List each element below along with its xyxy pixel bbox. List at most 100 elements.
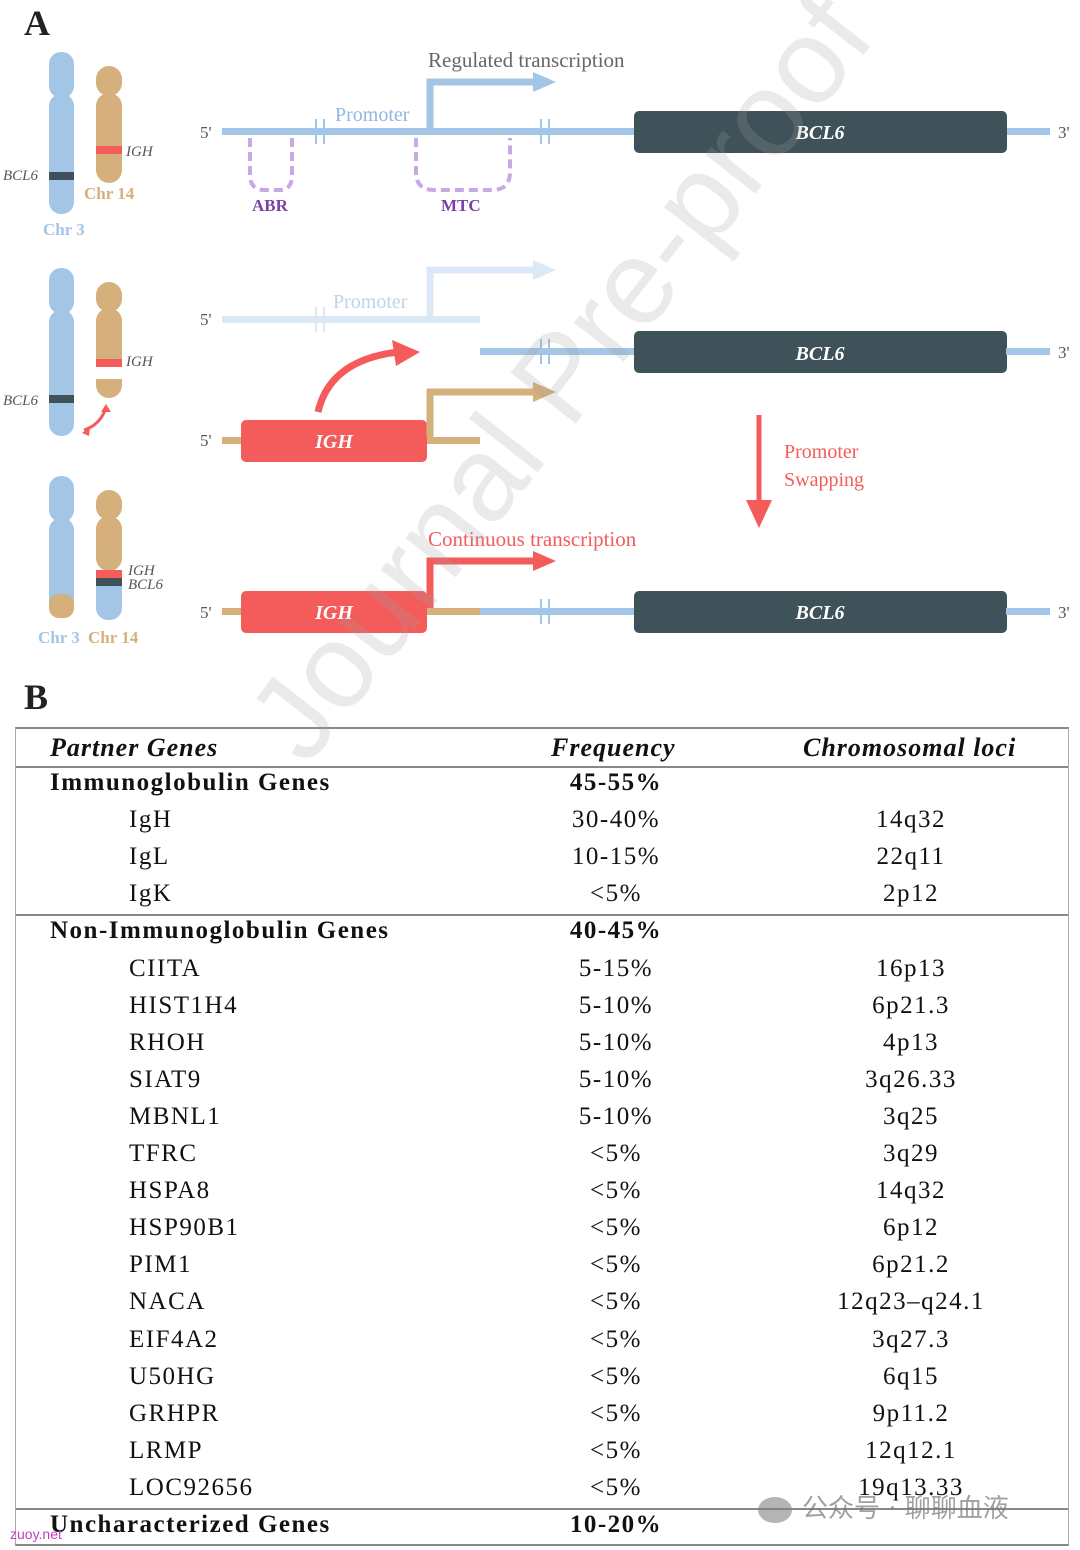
gene-frequency: <5% [590,1473,642,1501]
gene-loci: 2p12 [883,880,939,908]
table-row: EIF4A2 <5% 3q27.3 [16,1326,1068,1363]
bottom-gene-track: 5' IGH Continuous transcription BCL6 3' [200,527,1070,633]
bottom-bcl6-upstream [480,608,634,615]
gene-frequency: 5-10% [578,1065,654,1093]
gene-frequency: <5% [590,880,642,908]
table-row: IgK <5% 2p12 [16,880,1068,917]
gene-name: NACA [129,1288,206,1316]
header-frequency: Frequency [551,733,676,762]
der3-long-arm [49,518,74,618]
exchange-arrow-head-down [82,427,90,436]
gene-frequency: <5% [590,1251,642,1279]
mtc-loop [414,138,512,192]
gene-frequency: <5% [590,1436,642,1464]
der14-short-arm [96,490,122,520]
gene-name: LRMP [129,1436,204,1464]
bcl6-band-label-3: BCL6 [128,577,164,593]
panel-a-label: A [24,3,50,43]
middle-gene-track: 5' Promoter BCL6 3' 5' IGH Promoter Swap… [200,260,1070,528]
gene-loci: 6p21.2 [872,1251,950,1279]
gene-frequency: <5% [590,1325,642,1353]
chr14-label-bottom: Chr 14 [88,628,139,647]
table-row: RHOH 5-10% 4p13 [16,1029,1068,1066]
chr3-short-arm [49,52,74,98]
bottom-igh-downstream [427,608,480,615]
table-row: IgH 30-40% 14q32 [16,806,1068,843]
igh-downstream-line [427,437,480,444]
table-row: LOC92656 <5% 19q13.33 [16,1474,1068,1511]
bottom-five-prime: 5' [200,603,212,622]
igh-band-label-3: IGH [127,563,156,579]
gene-name: HSPA8 [129,1177,211,1205]
category-row: Immunoglobulin Genes 45-55% [16,769,1068,806]
header-divider [16,766,1068,768]
panel-b-label: B [24,677,49,717]
bcl6-band-label-2: BCL6 [3,393,39,409]
gene-name: IgK [129,880,173,908]
bottom-igh-upstream [222,608,252,615]
section-divider [16,914,1068,917]
gene-frequency: <5% [590,1177,642,1205]
gene-name: U50HG [129,1362,216,1390]
gene-loci: 16p13 [876,954,946,982]
regulated-arrow-head [533,72,556,92]
gene-frequency: 5-10% [578,991,654,1019]
gene-loci: 12q12.1 [865,1436,957,1464]
gene-name: SIAT9 [129,1065,202,1093]
bottom-bcl6-gene [634,591,1007,633]
gene-loci: 19q13.33 [858,1473,964,1501]
exchange-arrow-head-up [101,404,111,412]
bottom-bcl6-label: BCL6 [795,602,845,624]
gene-frequency: 5-10% [578,1028,654,1056]
gene-loci: 6q15 [883,1362,939,1390]
partner-genes-table: Partner Genes Frequency Chromosomal loci… [15,727,1069,1546]
category-row: Uncharacterized Genes 10-20% [16,1511,1068,1548]
abr-label: ABR [252,196,289,215]
chr14-short-arm [96,66,122,96]
gene-loci: 3q25 [883,1102,939,1130]
chr14-long-arm [96,93,122,183]
gene-frequency: 5-15% [578,954,654,982]
gene-frequency: 5-10% [578,1102,654,1130]
table-row: U50HG <5% 6q15 [16,1363,1068,1400]
gene-loci: 4p13 [883,1028,939,1056]
gene-name: CIITA [129,954,202,982]
swap-down-arrow-head [746,500,772,528]
category-name: Non-Immunoglobulin Genes [50,917,390,945]
header-chromosomal-loci: Chromosomal loci [803,733,1017,762]
bottom-igh-label: IGH [314,602,354,624]
gene-frequency: <5% [590,1288,642,1316]
bottom-igh-gene [241,591,427,633]
middle-five-prime-b: 5' [200,431,212,450]
gene-frequency: <5% [590,1214,642,1242]
gene-loci: 9p11.2 [872,1399,950,1427]
der14-bcl6-band [96,578,122,586]
gene-name: IgL [129,843,170,871]
table-row: IgL 10-15% 22q11 [16,843,1068,880]
category-name: Uncharacterized Genes [50,1511,331,1538]
middle-igh-label: IGH [314,431,354,453]
igh-band-label: IGH [125,144,154,160]
table-row: CIITA 5-15% 16p13 [16,955,1068,992]
chr3-bcl6-band [49,172,74,180]
faded-arrow-head [533,260,556,280]
chr14-long-arm-2 [96,308,122,398]
top-five-prime: 5' [200,123,212,142]
chr14-short-arm-2 [96,282,122,312]
chr3-label: Chr 3 [43,220,85,239]
table-row: TFRC <5% 3q29 [16,1140,1068,1177]
gene-name: RHOH [129,1028,206,1056]
der3-tan-tip [49,594,74,618]
middle-dna-tail [1006,348,1050,355]
table-row: MBNL1 5-10% 3q25 [16,1103,1068,1140]
category-frequency: 40-45% [569,917,663,945]
gene-loci: 22q11 [876,843,946,871]
igh-promoter-arrow [426,388,535,437]
igh-promoter-arrow-head [533,382,556,402]
swap-label-line2: Swapping [784,469,864,491]
middle-bcl6-label: BCL6 [795,343,845,365]
gene-loci: 3q27.3 [872,1325,950,1353]
gene-name: TFRC [129,1140,198,1167]
gene-name: IgH [129,806,173,834]
category-frequency: 45-55% [569,769,663,796]
